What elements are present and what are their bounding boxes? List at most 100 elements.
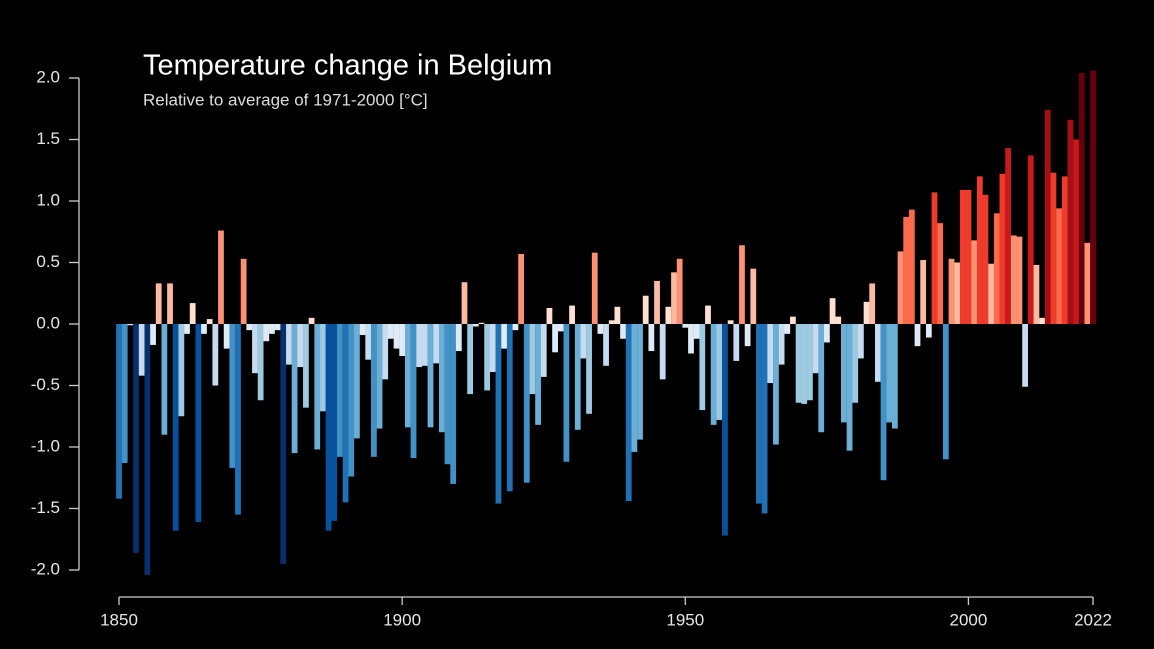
bar xyxy=(869,283,876,324)
bar xyxy=(1010,235,1017,324)
bar xyxy=(1044,109,1051,324)
bar xyxy=(489,324,496,372)
bar xyxy=(841,324,847,423)
bar xyxy=(1061,176,1068,324)
bar xyxy=(308,317,315,324)
bar xyxy=(1078,73,1085,324)
bar xyxy=(178,324,185,417)
bar xyxy=(167,283,173,324)
bar xyxy=(597,324,604,334)
bar xyxy=(133,324,139,553)
bar xyxy=(824,324,830,343)
bar xyxy=(512,324,519,331)
bar xyxy=(235,324,241,515)
bar xyxy=(172,324,179,531)
bar xyxy=(897,251,904,324)
bar xyxy=(195,324,202,523)
bar xyxy=(421,324,428,366)
bar xyxy=(716,324,723,420)
bar xyxy=(925,324,932,338)
bar xyxy=(444,324,451,465)
bar xyxy=(659,324,666,380)
bar xyxy=(331,324,338,521)
bar xyxy=(399,324,406,356)
bar xyxy=(829,298,836,324)
bar xyxy=(354,324,360,439)
bar xyxy=(773,324,779,445)
bar xyxy=(908,209,915,324)
bar xyxy=(1039,317,1045,324)
bar xyxy=(150,324,156,345)
bar xyxy=(574,324,581,430)
bar xyxy=(750,268,757,324)
bar xyxy=(744,324,751,347)
bar xyxy=(1005,148,1012,324)
bar xyxy=(393,324,400,349)
x-tick-label: 1950 xyxy=(666,610,704,629)
bar xyxy=(931,192,938,324)
bar xyxy=(376,324,383,429)
bar xyxy=(586,324,592,414)
bar xyxy=(1067,119,1074,324)
bar xyxy=(263,324,270,342)
bar xyxy=(886,324,893,423)
bar xyxy=(784,324,791,334)
bar xyxy=(144,324,151,575)
bar xyxy=(795,324,802,403)
bar xyxy=(705,305,711,324)
bar xyxy=(965,189,972,324)
bar xyxy=(1016,236,1023,324)
bar xyxy=(835,316,842,324)
y-tick-label: 0.5 xyxy=(36,252,60,271)
bar xyxy=(1050,172,1057,324)
bar xyxy=(642,295,649,324)
bar xyxy=(733,324,740,361)
y-tick-label: -2.0 xyxy=(31,559,60,578)
bar xyxy=(710,324,717,425)
bar xyxy=(523,324,530,483)
bar xyxy=(184,324,190,334)
bar xyxy=(880,324,887,481)
bar xyxy=(818,324,825,433)
bar xyxy=(1056,208,1062,324)
bar xyxy=(529,324,536,395)
bar xyxy=(286,324,292,365)
bar xyxy=(993,213,1000,324)
bar xyxy=(387,324,394,339)
x-tick-label: 1900 xyxy=(383,610,421,629)
bar xyxy=(535,324,541,425)
bar xyxy=(280,324,287,564)
bar xyxy=(846,324,853,451)
bar xyxy=(914,324,921,347)
bar xyxy=(699,324,706,411)
chart-subtitle: Relative to average of 1971-2000 [°C] xyxy=(143,90,428,109)
bar xyxy=(155,283,162,324)
bar xyxy=(370,324,377,457)
bar xyxy=(257,324,264,401)
bar xyxy=(252,324,258,374)
bar xyxy=(455,324,462,352)
bar xyxy=(189,303,196,324)
bar xyxy=(467,324,474,395)
bar xyxy=(999,173,1006,324)
bar xyxy=(937,223,944,324)
y-tick-label: 1.0 xyxy=(36,190,60,209)
bar xyxy=(297,324,304,368)
bar xyxy=(382,324,389,380)
bar xyxy=(976,176,983,324)
bar xyxy=(1033,264,1040,324)
x-tick-label: 2022 xyxy=(1074,610,1112,629)
bar xyxy=(563,324,570,462)
bar xyxy=(416,324,423,368)
bar xyxy=(688,324,694,354)
bar xyxy=(739,245,745,324)
bar xyxy=(891,324,898,429)
bar xyxy=(1027,155,1034,324)
bar xyxy=(127,324,134,326)
bar xyxy=(903,216,910,324)
bar xyxy=(631,324,638,452)
bar xyxy=(790,316,796,324)
bar xyxy=(359,324,366,336)
bar xyxy=(812,324,819,374)
bar xyxy=(954,262,961,324)
